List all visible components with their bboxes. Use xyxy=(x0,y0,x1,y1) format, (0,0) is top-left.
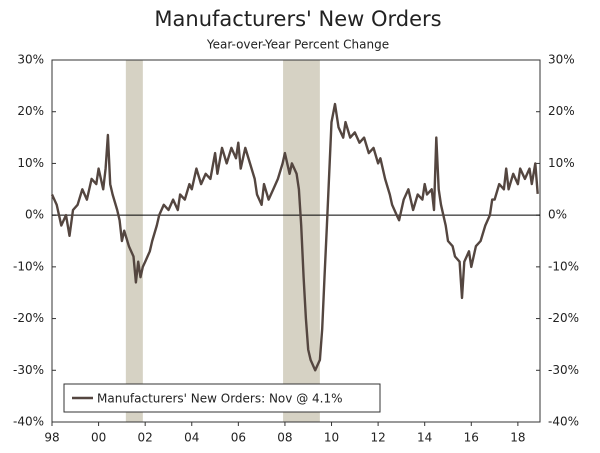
y2-tick-label: -20% xyxy=(548,311,579,325)
x-tick-label: 08 xyxy=(277,431,292,445)
x-tick-label: 10 xyxy=(324,431,339,445)
x-tick-label: 12 xyxy=(370,431,385,445)
y-tick-label: 30% xyxy=(17,53,44,67)
y2-tick-label: -10% xyxy=(548,259,579,273)
legend-box xyxy=(63,383,381,413)
x-tick-label: 16 xyxy=(464,431,479,445)
x-tick-label: 02 xyxy=(138,431,153,445)
chart-subtitle: Year-over-Year Percent Change xyxy=(206,38,389,52)
y-tick-label: -10% xyxy=(13,259,44,273)
y-tick-label: 0% xyxy=(25,208,44,222)
recession-band xyxy=(125,60,143,422)
x-tick-label: 04 xyxy=(184,431,199,445)
recessions xyxy=(125,60,320,422)
x-tick-label: 18 xyxy=(510,431,525,445)
y-tick-label: 10% xyxy=(17,156,44,170)
x-tick-label: 06 xyxy=(231,431,246,445)
plot-frame xyxy=(51,59,541,423)
y-tick-label: -40% xyxy=(13,415,44,429)
y2-tick-label: 10% xyxy=(548,156,575,170)
y2-tick-label: 20% xyxy=(548,104,575,118)
x-tick-label: 00 xyxy=(91,431,106,445)
y-tick-label: -20% xyxy=(13,311,44,325)
data-line xyxy=(50,102,539,372)
legend: Manufacturers' New Orders: Nov @ 4.1% xyxy=(63,383,381,413)
y2-tick-label: -40% xyxy=(548,415,579,429)
x-tick-label: 98 xyxy=(44,431,59,445)
y-tick-label: 20% xyxy=(17,104,44,118)
y-tick-label: -30% xyxy=(13,363,44,377)
chart-title: Manufacturers' New Orders xyxy=(154,7,441,31)
y2-tick-label: 0% xyxy=(548,208,567,222)
y2-tick-label: 30% xyxy=(548,53,575,67)
legend-label: Manufacturers' New Orders: Nov @ 4.1% xyxy=(97,392,343,406)
x-tick-label: 14 xyxy=(417,431,432,445)
y2-tick-label: -30% xyxy=(548,363,579,377)
